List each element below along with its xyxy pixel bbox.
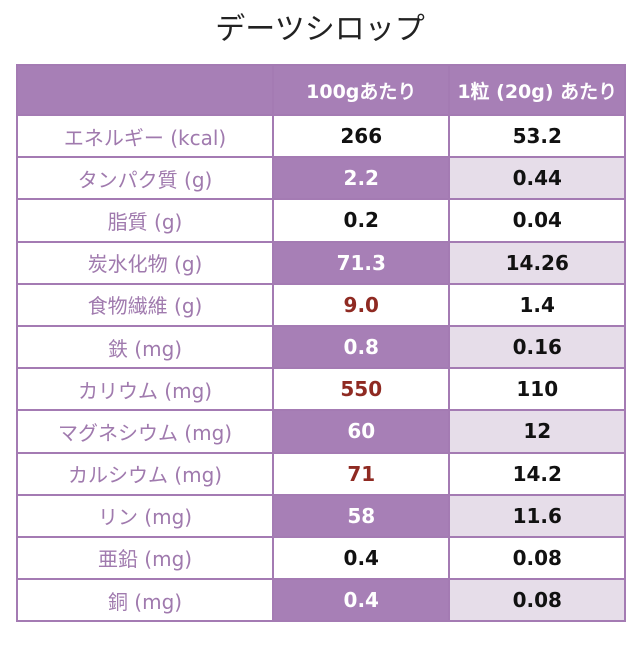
page-title: デーツシロップ	[215, 12, 425, 47]
nutrient-label: リン (mg)	[15, 493, 275, 538]
table-row: タンパク質 (g) 2.2 0.44	[15, 156, 626, 201]
value-per-grain: 0.16	[448, 324, 626, 370]
table-row: マグネシウム (mg) 60 12	[15, 409, 626, 454]
nutrient-label: 脂質 (g)	[15, 198, 275, 243]
header-per-100g: 100gあたり	[272, 64, 451, 116]
nutrient-label: 亜鉛 (mg)	[15, 535, 275, 581]
header-per-grain: 1粒 (20g) あたり	[448, 64, 626, 116]
value-per-grain: 0.44	[448, 156, 626, 201]
value-per-grain: 53.2	[448, 113, 626, 159]
value-per-grain: 11.6	[448, 493, 626, 538]
value-per-100g: 550	[272, 367, 451, 412]
table-row: リン (mg) 58 11.6	[15, 493, 626, 538]
value-per-100g: 71	[272, 451, 451, 496]
value-per-100g: 266	[272, 113, 451, 159]
value-per-grain: 12	[448, 409, 626, 454]
table-row: 炭水化物 (g) 71.3 14.26	[15, 240, 626, 285]
table-row: カリウム (mg) 550 110	[15, 367, 626, 412]
value-per-100g: 71.3	[272, 240, 451, 285]
value-per-100g: 9.0	[272, 282, 451, 327]
value-per-grain: 14.2	[448, 451, 626, 496]
table-row: カルシウム (mg) 71 14.2	[15, 451, 626, 496]
table-row: 鉄 (mg) 0.8 0.16	[15, 324, 626, 370]
nutrient-label: 食物繊維 (g)	[15, 282, 275, 327]
nutrient-label: 炭水化物 (g)	[15, 240, 275, 285]
table-row: 銅 (mg) 0.4 0.08	[15, 578, 626, 623]
nutrient-label: マグネシウム (mg)	[15, 409, 275, 454]
value-per-100g: 0.2	[272, 198, 451, 243]
value-per-100g: 0.4	[272, 535, 451, 581]
table-header-row: 100gあたり 1粒 (20g) あたり	[15, 64, 626, 116]
table-row: 食物繊維 (g) 9.0 1.4	[15, 282, 626, 327]
nutrient-label: タンパク質 (g)	[15, 156, 275, 201]
value-per-100g: 0.8	[272, 324, 451, 370]
header-label-cell	[15, 64, 275, 116]
table-row: 脂質 (g) 0.2 0.04	[15, 198, 626, 243]
table-row: エネルギー (kcal) 266 53.2	[15, 113, 626, 159]
nutrition-table: 100gあたり 1粒 (20g) あたり エネルギー (kcal) 266 53.2…	[15, 64, 626, 623]
nutrient-label: カリウム (mg)	[15, 367, 275, 412]
value-per-grain: 0.08	[448, 578, 626, 623]
value-per-grain: 0.04	[448, 198, 626, 243]
nutrient-label: カルシウム (mg)	[15, 451, 275, 496]
value-per-grain: 14.26	[448, 240, 626, 285]
value-per-grain: 1.4	[448, 282, 626, 327]
value-per-grain: 110	[448, 367, 626, 412]
table-row: 亜鉛 (mg) 0.4 0.08	[15, 535, 626, 581]
value-per-100g: 0.4	[272, 578, 451, 623]
nutrient-label: 銅 (mg)	[15, 578, 275, 623]
value-per-100g: 58	[272, 493, 451, 538]
value-per-100g: 60	[272, 409, 451, 454]
nutrient-label: エネルギー (kcal)	[15, 113, 275, 159]
nutrient-label: 鉄 (mg)	[15, 324, 275, 370]
value-per-grain: 0.08	[448, 535, 626, 581]
value-per-100g: 2.2	[272, 156, 451, 201]
